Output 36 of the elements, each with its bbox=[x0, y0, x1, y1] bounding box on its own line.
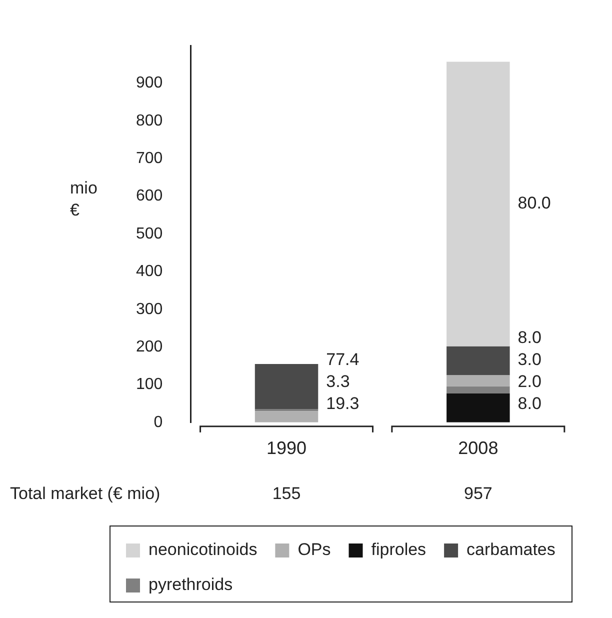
annotation: 8.0 bbox=[518, 328, 542, 348]
text: 957 bbox=[464, 484, 492, 504]
text: 155 bbox=[272, 484, 301, 504]
legend-label: pyrethroids bbox=[148, 575, 233, 594]
x-tick-label: 1990 bbox=[266, 438, 307, 458]
bar bbox=[254, 364, 318, 410]
annotation: 80.0 bbox=[518, 194, 551, 213]
y-axis-title: mio € bbox=[70, 178, 98, 220]
bar bbox=[446, 393, 510, 422]
legend-label: neonicotinoids bbox=[148, 540, 258, 560]
legend-label: fiproles bbox=[371, 540, 426, 560]
y-tick-label: 300 bbox=[136, 300, 163, 318]
y-tick-label: 0 bbox=[154, 414, 163, 431]
annotation: 3.0 bbox=[518, 350, 542, 370]
y-tick-label: 700 bbox=[136, 150, 163, 168]
y-tick-label: 900 bbox=[136, 74, 163, 92]
y-tick-label: 400 bbox=[136, 263, 163, 280]
annotation: 8.0 bbox=[518, 394, 542, 414]
y-tick-label: 600 bbox=[136, 188, 163, 205]
bar bbox=[446, 386, 510, 394]
legend-label: carbamates bbox=[466, 540, 556, 560]
text: Total market (€ mio) bbox=[10, 484, 160, 504]
annotation: 2.0 bbox=[518, 372, 542, 392]
y-tick-label: 800 bbox=[136, 112, 163, 130]
bar bbox=[446, 346, 510, 376]
annotation: 3.3 bbox=[326, 372, 350, 392]
bar bbox=[446, 62, 510, 346]
annotation: 19.3 bbox=[326, 394, 360, 414]
annotation: 77.4 bbox=[326, 350, 360, 370]
legend-label: OPs bbox=[298, 540, 331, 560]
y-tick-label: 500 bbox=[136, 225, 163, 242]
bar bbox=[254, 411, 318, 422]
y-tick-label: 100 bbox=[136, 376, 163, 394]
y-tick-label: 200 bbox=[136, 338, 163, 356]
x-tick-label: 2008 bbox=[458, 438, 498, 458]
bar bbox=[446, 375, 510, 386]
